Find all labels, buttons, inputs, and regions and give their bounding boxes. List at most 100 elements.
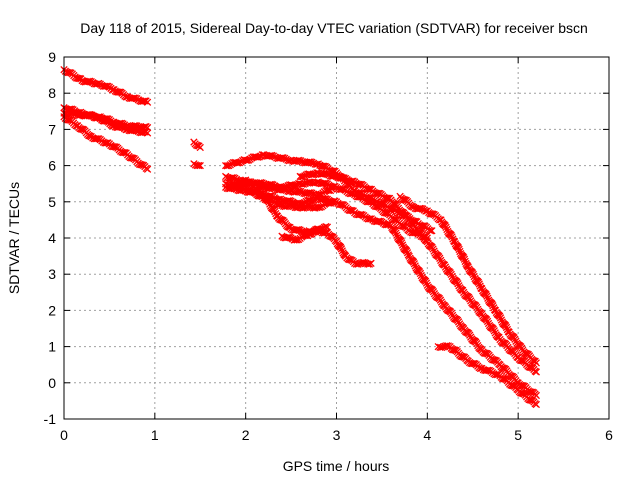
x-tick-label: 6 [605, 427, 613, 443]
data-point-marker [475, 280, 483, 288]
data-point-marker [367, 259, 375, 267]
data-point-marker [459, 286, 467, 295]
data-point-marker [495, 333, 503, 342]
data-point-marker [114, 88, 122, 96]
x-tick-label: 4 [423, 427, 431, 443]
x-tick-label: 2 [242, 427, 250, 443]
y-tick-label: 1 [48, 339, 56, 355]
data-point-marker [143, 123, 152, 132]
data-point-marker [373, 202, 381, 211]
data-point-marker [532, 368, 540, 376]
x-tick-label: 0 [60, 427, 68, 443]
x-tick-label: 1 [151, 427, 159, 443]
data-point-marker [526, 396, 534, 404]
data-point-marker [454, 280, 462, 288]
data-point-marker [526, 363, 534, 371]
data-point-marker [447, 309, 456, 318]
y-tick-label: 7 [48, 121, 56, 137]
data-point-marker [499, 375, 508, 383]
data-point-marker [483, 292, 491, 300]
data-point-marker [469, 270, 477, 279]
data-point-marker [266, 200, 274, 208]
data-point-marker [337, 245, 346, 253]
data-point-marker [429, 245, 437, 253]
series-arc-3 [60, 109, 152, 132]
data-point-marker [518, 389, 526, 397]
series-arc-10 [222, 183, 540, 400]
data-point-marker [428, 227, 436, 235]
data-point-marker [450, 346, 458, 354]
data-point-marker [436, 296, 445, 304]
data-point-marker [518, 356, 526, 365]
y-tick-label: 0 [48, 375, 56, 391]
data-point-marker [390, 215, 399, 224]
data-point-marker [265, 198, 273, 206]
data-point-marker [271, 207, 279, 216]
data-point-marker [496, 314, 505, 322]
data-point-marker [436, 254, 444, 263]
series-arc-5 [190, 138, 204, 152]
data-point-marker [532, 400, 540, 409]
data-point-marker [398, 239, 406, 247]
y-tick-label: 2 [48, 302, 56, 318]
data-point-marker [355, 180, 363, 188]
x-tick-label: 5 [514, 427, 522, 443]
data-point-marker [473, 303, 481, 312]
gridlines [64, 57, 609, 419]
data-point-marker [254, 186, 262, 194]
y-tick-label: 8 [48, 85, 56, 101]
y-tick-label: 5 [48, 194, 56, 210]
data-point-marker [64, 116, 72, 124]
data-point-marker [355, 193, 363, 201]
data-point-marker [346, 206, 355, 215]
data-point-marker [489, 302, 497, 310]
y-tick-label: 4 [48, 230, 56, 246]
y-tick-label: 3 [48, 266, 56, 282]
data-point-marker [466, 295, 474, 303]
data-point-marker [473, 339, 481, 348]
data-point-marker [440, 261, 449, 269]
data-point-marker [410, 260, 419, 268]
data-point-marker [400, 196, 408, 204]
data-point-marker [196, 143, 204, 152]
data-point-marker [443, 225, 451, 234]
data-point-marker [64, 68, 72, 77]
data-point-marker [502, 323, 511, 332]
data-point-marker [429, 288, 438, 296]
y-axis-label: SDTVAR / TECUs [6, 182, 22, 294]
data-point-marker [418, 231, 426, 239]
data-point-marker [364, 185, 373, 193]
series-arc-4 [60, 113, 152, 173]
chart-title: Day 118 of 2015, Sidereal Day-to-day VTE… [80, 20, 588, 36]
y-tick-label: 6 [48, 158, 56, 174]
data-point-marker [373, 189, 381, 198]
data-point-marker [337, 200, 345, 209]
data-point-marker [245, 179, 253, 188]
series-arc-15 [296, 169, 540, 376]
data-point-marker [193, 161, 201, 170]
data-point-marker [93, 80, 101, 88]
data-point-marker [532, 359, 540, 367]
data-point-marker [329, 172, 338, 180]
data-point-marker [392, 229, 400, 237]
data-point-marker [195, 161, 203, 170]
data-point-marker [119, 148, 128, 157]
data-point-marker [508, 381, 516, 390]
data-point-marker [426, 227, 435, 235]
data-point-marker [448, 233, 456, 241]
data-point-marker [455, 245, 463, 254]
data-point-marker [382, 209, 390, 217]
data-point-marker [447, 270, 455, 279]
x-axis-label: GPS time / hours [283, 458, 390, 474]
data-point-marker [422, 279, 431, 287]
series-arc-1 [60, 66, 152, 106]
data-point-marker [481, 349, 490, 357]
data-point-marker [383, 194, 391, 202]
y-tick-label: -1 [44, 411, 57, 427]
y-tick-label: 9 [48, 49, 56, 65]
data-point-marker [318, 162, 327, 170]
data-point-marker [468, 359, 476, 368]
series-arc-16 [396, 192, 540, 367]
